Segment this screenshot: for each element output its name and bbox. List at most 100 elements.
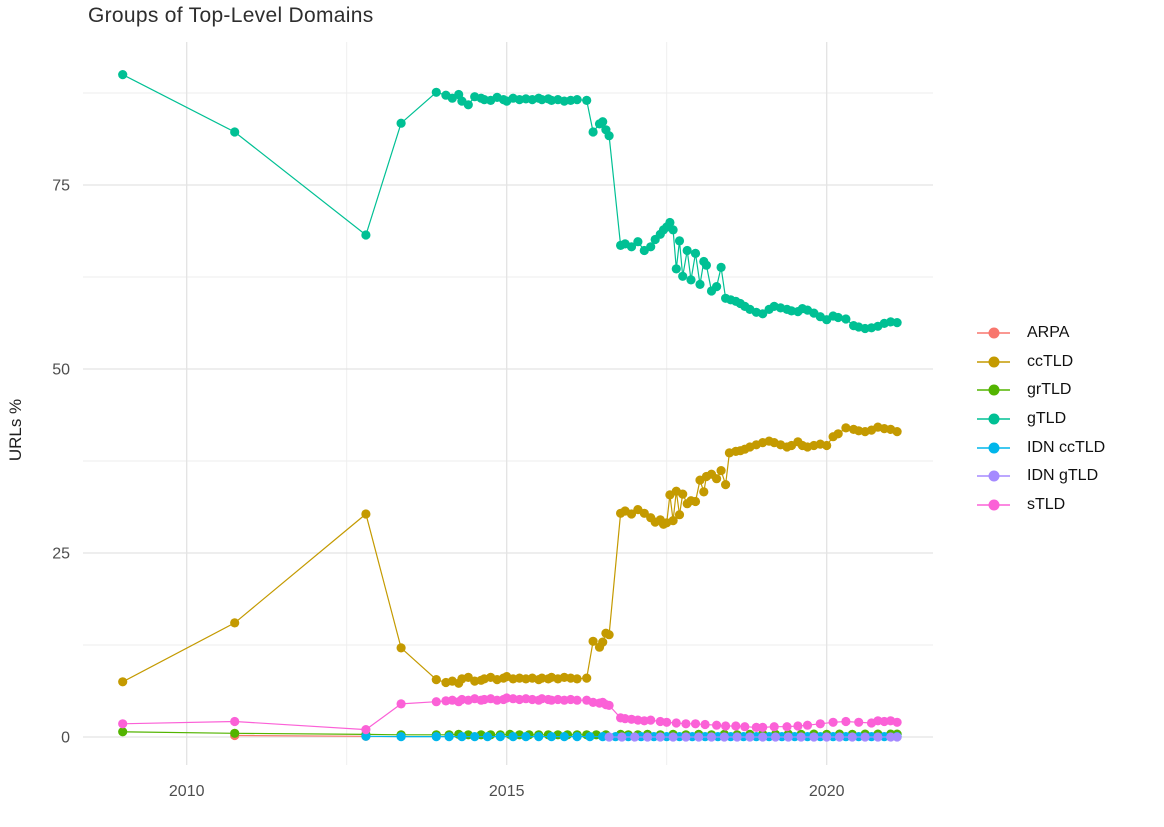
series-point-grTLD — [118, 727, 128, 737]
series-point-gTLD — [712, 282, 722, 292]
series-point-gTLD — [665, 217, 675, 228]
y-tick-label: 0 — [61, 730, 70, 747]
series-point-sTLD — [646, 715, 656, 725]
series-point-IDN-gTLD — [783, 732, 793, 742]
series-point-IDN-gTLD — [770, 732, 781, 742]
series-point-sTLD — [740, 722, 750, 732]
series-point-ccTLD — [822, 440, 832, 451]
series-point-IDN-gTLD — [655, 732, 665, 742]
series-point-gTLD — [588, 127, 598, 137]
series-point-gTLD — [758, 309, 768, 319]
series-point-IDN-ccTLD — [396, 732, 406, 742]
series-point-sTLD — [681, 719, 691, 729]
series-point-sTLD — [758, 722, 768, 733]
series-point-ccTLD — [716, 466, 726, 476]
series-point-ccTLD — [721, 480, 731, 490]
series-point-sTLD — [690, 719, 701, 729]
series-point-gTLD — [646, 242, 656, 252]
series-point-ccTLD — [582, 673, 592, 683]
series-point-IDN-gTLD — [694, 732, 704, 742]
series-point-sTLD — [841, 716, 851, 727]
series-point-ccTLD — [626, 509, 637, 519]
series-point-sTLD — [828, 717, 838, 727]
series-point-sTLD — [118, 719, 128, 729]
series-point-IDN-gTLD — [681, 732, 691, 742]
legend-label: grTLD — [1027, 381, 1072, 399]
legend-item-IDN-gTLD: IDN gTLD — [977, 462, 1105, 491]
series-point-ccTLD — [604, 630, 614, 640]
series-point-IDN-ccTLD — [572, 732, 582, 742]
series-point-IDN-gTLD — [642, 732, 653, 742]
series-point-sTLD — [802, 720, 813, 730]
series-point-IDN-gTLD — [719, 732, 729, 742]
series-point-ccTLD — [396, 643, 406, 653]
series-point-ccTLD — [690, 496, 701, 507]
series-point-IDN-ccTLD — [534, 732, 544, 742]
series-point-ccTLD — [572, 674, 582, 684]
series-line-ARPA — [234, 734, 366, 737]
series-point-IDN-ccTLD — [559, 732, 569, 742]
series-point-gTLD — [626, 242, 637, 252]
legend-label: IDN ccTLD — [1027, 438, 1106, 456]
series-point-IDN-gTLD — [809, 732, 819, 742]
series-point-IDN-gTLD — [617, 732, 627, 742]
series-point-gTLD — [361, 230, 371, 240]
series-point-IDN-gTLD — [630, 732, 640, 742]
legend-item-gTLD: gTLD — [977, 405, 1105, 434]
series-point-ccTLD — [639, 508, 649, 518]
series-point-sTLD — [782, 722, 792, 732]
series-point-gTLD — [230, 127, 240, 137]
series-line-sTLD — [122, 697, 898, 731]
series-point-IDN-ccTLD — [508, 732, 518, 742]
series-point-IDN-gTLD — [873, 732, 883, 742]
series-point-sTLD — [815, 719, 825, 729]
series-point-gTLD — [686, 275, 696, 285]
legend: ARPA ccTLD grTLD gTLD IDN ccTLD IDN gTLD sTLD — [977, 319, 1105, 519]
series-point-ccTLD — [833, 429, 843, 439]
series-point-ccTLD — [230, 618, 240, 628]
x-tick-label: 2010 — [169, 783, 205, 800]
legend-key-icon-ARPA — [977, 327, 1010, 339]
series-point-IDN-gTLD — [822, 732, 832, 742]
legend-label: sTLD — [1027, 495, 1066, 513]
y-tick-label: 25 — [52, 546, 70, 563]
series-line-gTLD — [122, 74, 898, 330]
series-point-gTLD — [118, 70, 128, 80]
series-point-ccTLD — [598, 637, 608, 647]
series-point-gTLD — [668, 225, 678, 235]
legend-label: IDN gTLD — [1027, 467, 1099, 485]
series-point-ccTLD — [678, 489, 688, 499]
series-point-sTLD — [671, 718, 681, 728]
series-point-sTLD — [892, 717, 902, 727]
series-point-gTLD — [633, 237, 643, 247]
series-point-sTLD — [721, 721, 731, 731]
series-point-IDN-gTLD — [796, 732, 806, 742]
series-point-ccTLD — [892, 427, 902, 437]
series-point-gTLD — [833, 312, 843, 323]
legend-key-icon-sTLD — [977, 499, 1010, 511]
series-point-sTLD — [604, 700, 614, 711]
series-point-ccTLD — [674, 510, 685, 520]
series-point-sTLD — [662, 717, 672, 727]
series-point-ccTLD — [712, 474, 722, 484]
series-point-IDN-ccTLD — [495, 732, 505, 742]
series-point-sTLD — [751, 722, 761, 733]
series-point-gTLD — [572, 95, 582, 105]
series-point-IDN-ccTLD — [546, 732, 557, 742]
series-point-sTLD — [712, 720, 722, 730]
series-point-IDN-ccTLD — [482, 732, 493, 742]
series-point-IDN-gTLD — [834, 732, 845, 742]
legend-item-ARPA: ARPA — [977, 319, 1105, 348]
x-tick-label: 2015 — [489, 783, 525, 800]
series-point-grTLD — [230, 728, 240, 738]
series-point-gTLD — [396, 118, 406, 128]
series-point-gTLD — [582, 95, 592, 105]
legend-label: ccTLD — [1027, 352, 1074, 370]
series-point-ccTLD — [361, 509, 371, 519]
series-point-gTLD — [701, 260, 712, 270]
y-tick-label: 75 — [52, 178, 70, 195]
series-point-IDN-ccTLD — [521, 732, 531, 742]
series-point-sTLD — [230, 716, 240, 727]
legend-key-icon-grTLD — [977, 384, 1010, 396]
